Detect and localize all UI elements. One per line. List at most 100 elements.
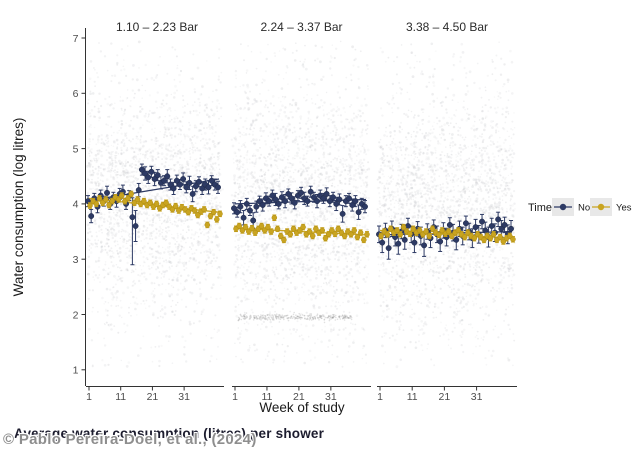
mean-point [214,216,220,223]
mean-point [128,191,134,197]
mean-point [462,220,469,227]
mean-point [129,214,136,221]
mean-point [147,200,153,206]
mean-point [411,239,418,246]
mean-point [346,195,352,202]
mean-point [259,202,266,208]
mean-point [281,237,287,243]
mean-point [88,213,95,220]
mean-point [426,233,433,239]
mean-point [416,227,423,234]
legend: Timer No Yes [528,198,632,216]
mean-point [304,198,311,205]
mean-point [234,209,241,216]
mean-point [501,221,508,228]
mean-point [329,227,335,234]
series-panel-1 [85,163,223,266]
mean-point [191,207,198,214]
mean-point [250,217,257,224]
x-tick-label: 21 [439,391,451,403]
mean-point [335,226,341,232]
mean-point [106,202,112,208]
mean-point [322,235,329,241]
mean-point [177,181,183,188]
mean-point [237,203,244,210]
facet-titles: 1.10 – 2.23 Bar 2.24 – 3.37 Bar 3.38 – 4… [116,20,488,34]
mean-point [266,198,273,205]
mean-point [169,206,176,213]
x-tick-label: 21 [293,391,305,403]
mean-point [252,229,258,236]
mean-point [445,228,452,235]
mean-point [407,231,413,237]
mean-point [298,189,305,196]
y-tick-label: 6 [73,88,79,100]
mean-point [151,176,158,182]
mean-points-yes [87,191,223,228]
x-tick-label: 1 [232,391,238,403]
mean-point [314,198,321,205]
mean-point [290,226,297,232]
x-tick-label: 11 [115,391,126,403]
mean-points-yes [378,224,516,245]
mean-point [196,178,202,185]
mean-point [170,185,177,192]
mean-point [265,224,271,230]
mean-point [287,231,294,238]
y-tick-label: 7 [73,33,79,45]
y-tick-label: 5 [73,143,79,155]
mean-point [135,187,142,194]
x-tick-label: 21 [147,391,159,403]
mean-point [239,227,246,234]
mean-point [132,223,139,229]
grey-band-panel-2 [237,311,353,324]
mean-point [282,198,289,205]
mean-point [99,200,106,206]
mean-point [189,190,196,197]
mean-point [465,229,471,236]
mean-point [275,200,282,207]
mean-point [479,218,485,225]
mean-point [145,174,152,181]
mean-point [210,209,217,215]
mean-point [173,177,180,184]
mean-point [326,198,333,205]
mean-point [401,236,408,243]
mean-point [205,184,212,191]
mean-point [319,227,326,234]
mean-point [249,225,255,231]
legend-dot-no-icon [559,203,567,211]
mean-point [154,172,161,179]
mean-point [153,201,160,207]
mean-point [180,176,187,182]
mean-point [352,198,359,205]
mean-point [278,194,285,201]
mean-point [297,227,303,234]
legend-label-yes: Yes [616,203,632,214]
mean-point [185,209,192,215]
mean-point [325,231,332,238]
mean-point [495,216,502,223]
y-tick-label: 4 [73,199,79,211]
mean-point [472,224,479,231]
mean-point [167,181,174,188]
mean-point [243,200,250,207]
mean-point [338,229,345,236]
mean-point [455,227,462,234]
mean-point [313,226,319,232]
density-band-layer [237,311,353,324]
mean-point [115,196,122,203]
mean-point [131,200,138,206]
x-tick-label: 1 [377,391,383,403]
mean-points-no [231,188,368,224]
mean-point [379,239,386,246]
mean-point [242,224,249,230]
mean-point [397,231,404,238]
mean-point [330,194,336,201]
mean-point [439,227,445,234]
mean-point [429,226,436,232]
y-tick-label: 2 [73,309,79,321]
mean-point [385,245,392,252]
